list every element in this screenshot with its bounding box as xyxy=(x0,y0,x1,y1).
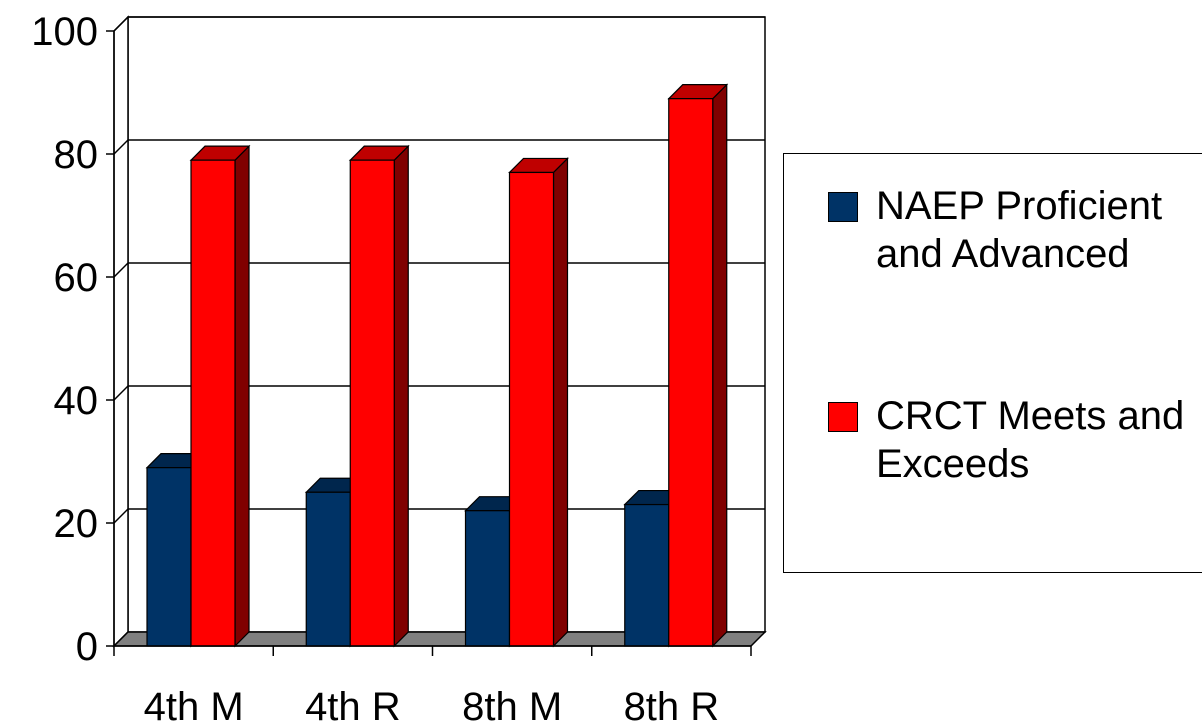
bar-crct-1-side xyxy=(393,144,409,648)
x-tick-label: 8th M xyxy=(462,685,562,726)
x-tick-label: 4th M xyxy=(144,685,244,726)
bar-crct-3-side xyxy=(712,83,728,648)
bar-naep-0 xyxy=(146,467,192,647)
gridline-side xyxy=(113,508,129,524)
plot-side-wall xyxy=(113,15,129,648)
y-tick-label: 20 xyxy=(54,502,99,546)
gridline-side xyxy=(113,262,129,278)
y-tick-label: 0 xyxy=(76,625,98,669)
bar-crct-2-side xyxy=(552,157,569,648)
bar-crct-3 xyxy=(668,98,714,647)
bar-crct-1 xyxy=(349,159,395,647)
legend-label-crct: CRCT Meets and Exceeds xyxy=(876,394,1185,486)
legend-swatch-crct xyxy=(828,402,858,432)
y-tick-label: 80 xyxy=(54,133,99,177)
gridline-side xyxy=(113,385,129,401)
bar-naep-2 xyxy=(464,510,511,647)
gridline-side xyxy=(113,139,129,155)
legend-item-naep: NAEP Proficient and Advanced xyxy=(828,182,1202,278)
legend-label-naep: NAEP Proficient and Advanced xyxy=(876,184,1163,276)
bar-crct-0-side xyxy=(234,144,250,648)
gridline-side xyxy=(113,16,129,32)
legend-item-crct: CRCT Meets and Exceeds xyxy=(828,392,1202,488)
y-tick-label: 100 xyxy=(31,10,98,54)
legend: NAEP Proficient and Advanced CRCT Meets … xyxy=(783,153,1202,573)
y-tick-label: 40 xyxy=(54,379,99,423)
bar-naep-3 xyxy=(624,503,670,647)
bar-naep-1 xyxy=(305,491,351,647)
legend-swatch-naep xyxy=(828,192,858,222)
bar-crct-2 xyxy=(508,171,555,647)
x-tick-label: 8th R xyxy=(624,685,720,726)
bar-crct-0 xyxy=(190,159,236,647)
x-tick-label: 4th R xyxy=(305,685,401,726)
y-tick-label: 60 xyxy=(54,256,99,300)
